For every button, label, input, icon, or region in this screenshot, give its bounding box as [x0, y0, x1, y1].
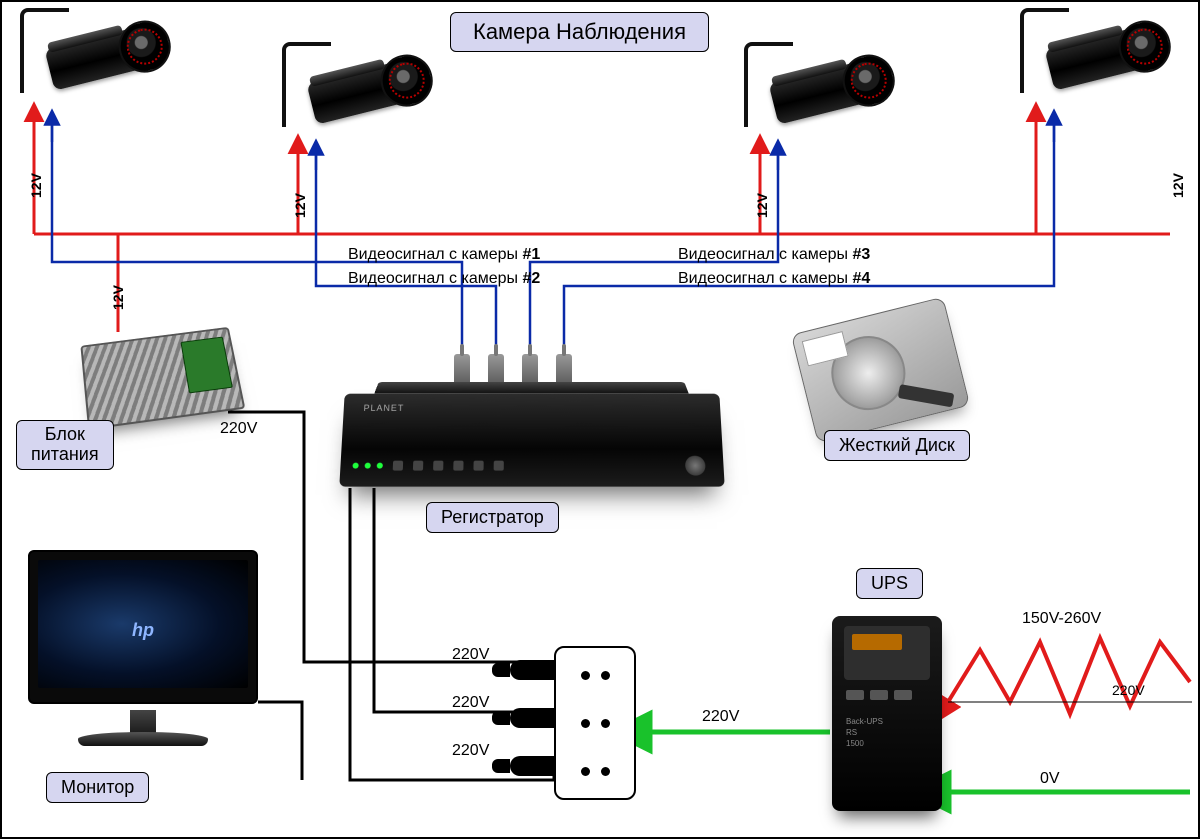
v12-label-cam4: 12V [1170, 173, 1186, 198]
power-strip [554, 646, 636, 800]
camera-2 [282, 42, 442, 162]
ups-unit: Back-UPSRS1500 [832, 616, 942, 811]
strip-220v-3: 220V [452, 742, 489, 760]
v12-label-cam2: 12V [292, 193, 308, 218]
v12-label-psu: 12V [110, 285, 126, 310]
monitor: hp [28, 550, 258, 740]
monitor-label: Монитор [46, 772, 149, 803]
dvr-label: Регистратор [426, 502, 559, 533]
camera-1 [20, 8, 180, 128]
psu-label: Блокпитания [16, 420, 114, 470]
mains-0v: 0V [1040, 770, 1060, 788]
title-label: Камера Наблюдения [450, 12, 709, 52]
signal-label-4: Видеосигнал с камеры #4 [678, 270, 870, 288]
signal-label-3: Видеосигнал с камеры #3 [678, 246, 870, 264]
v12-label-cam1: 12V [28, 173, 44, 198]
hard-drive [791, 297, 970, 444]
ups-label: UPS [856, 568, 923, 599]
mains-220v: 220V [1112, 682, 1145, 698]
ups-out-220v: 220V [702, 708, 739, 726]
camera-3 [744, 42, 904, 162]
dvr-recorder: PLANET [339, 394, 724, 487]
signal-label-1: Видеосигнал с камеры #1 [348, 246, 540, 264]
monitor-brand: hp [132, 620, 154, 641]
hdd-label: Жесткий Диск [824, 430, 970, 461]
v12-label-cam3: 12V [754, 193, 770, 218]
power-supply [80, 327, 245, 430]
strip-220v-1: 220V [452, 646, 489, 664]
signal-label-2: Видеосигнал с камеры #2 [348, 270, 540, 288]
ups-range: 150V-260V [1022, 610, 1101, 628]
strip-220v-2: 220V [452, 694, 489, 712]
camera-4 [1020, 8, 1180, 128]
psu-220v-label: 220V [220, 420, 257, 438]
diagram-canvas: Камера Наблюдения 12V 12V 12V 12V 12V Ви… [0, 0, 1200, 839]
